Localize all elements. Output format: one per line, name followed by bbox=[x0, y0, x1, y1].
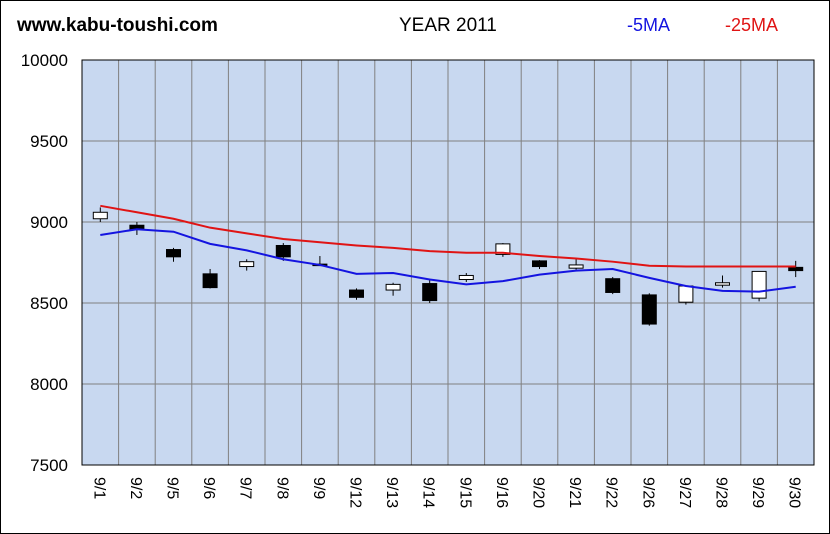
y-tick-label: 9000 bbox=[30, 213, 68, 232]
x-tick-label: 9/16 bbox=[493, 477, 510, 508]
candle-body bbox=[568, 264, 584, 269]
x-tick-label: 9/9 bbox=[310, 477, 327, 499]
site-url: www.kabu-toushi.com bbox=[17, 15, 218, 36]
candle-body bbox=[495, 243, 511, 255]
x-tick-label: 9/29 bbox=[749, 477, 766, 508]
x-tick-label: 9/13 bbox=[383, 477, 400, 508]
y-tick-label: 7500 bbox=[30, 456, 68, 475]
x-tick-label: 9/30 bbox=[786, 477, 803, 508]
candle-body bbox=[422, 283, 438, 302]
ma5-line bbox=[100, 228, 796, 293]
candle-body bbox=[166, 249, 181, 258]
candle-body bbox=[385, 283, 401, 291]
y-tick-label: 8500 bbox=[30, 294, 68, 313]
x-tick-label: 9/20 bbox=[530, 477, 547, 508]
candle-body bbox=[202, 273, 218, 289]
x-tick-label: 9/21 bbox=[566, 477, 583, 508]
x-tick-label: 9/5 bbox=[164, 477, 181, 499]
y-tick-label: 10000 bbox=[21, 51, 68, 70]
x-tick-label: 9/7 bbox=[237, 477, 254, 499]
x-tick-label: 9/2 bbox=[127, 477, 144, 499]
chart-title: YEAR 2011 bbox=[399, 15, 497, 36]
candle-body bbox=[349, 289, 364, 298]
candle-body bbox=[458, 274, 474, 281]
y-tick-label: 9500 bbox=[30, 132, 68, 151]
legend-5ma: -5MA bbox=[627, 15, 671, 35]
x-tick-label: 9/15 bbox=[456, 477, 473, 508]
candle-body bbox=[239, 261, 255, 268]
candle-body bbox=[788, 266, 804, 272]
plot-border bbox=[81, 59, 815, 466]
candle-body bbox=[751, 270, 767, 299]
x-tick-label: 9/12 bbox=[347, 477, 364, 508]
legend-25ma: -25MA bbox=[725, 15, 779, 35]
candle-body bbox=[605, 278, 621, 293]
candle-body bbox=[715, 282, 730, 286]
x-tick-label: 9/8 bbox=[273, 477, 290, 499]
x-tick-label: 9/26 bbox=[639, 477, 656, 508]
x-tick-label: 9/1 bbox=[90, 477, 107, 499]
x-tick-label: 9/14 bbox=[420, 477, 437, 508]
candle-body bbox=[678, 285, 694, 303]
x-tick-label: 9/22 bbox=[603, 477, 620, 508]
candle-body bbox=[641, 294, 657, 325]
candle-body bbox=[532, 260, 547, 268]
x-tick-label: 9/27 bbox=[676, 477, 693, 508]
y-tick-label: 8000 bbox=[30, 375, 68, 394]
candle-body bbox=[275, 244, 291, 258]
ma25-line bbox=[100, 204, 796, 268]
candle-body bbox=[92, 211, 108, 220]
x-tick-label: 9/6 bbox=[200, 477, 217, 499]
x-tick-label: 9/28 bbox=[713, 477, 730, 508]
